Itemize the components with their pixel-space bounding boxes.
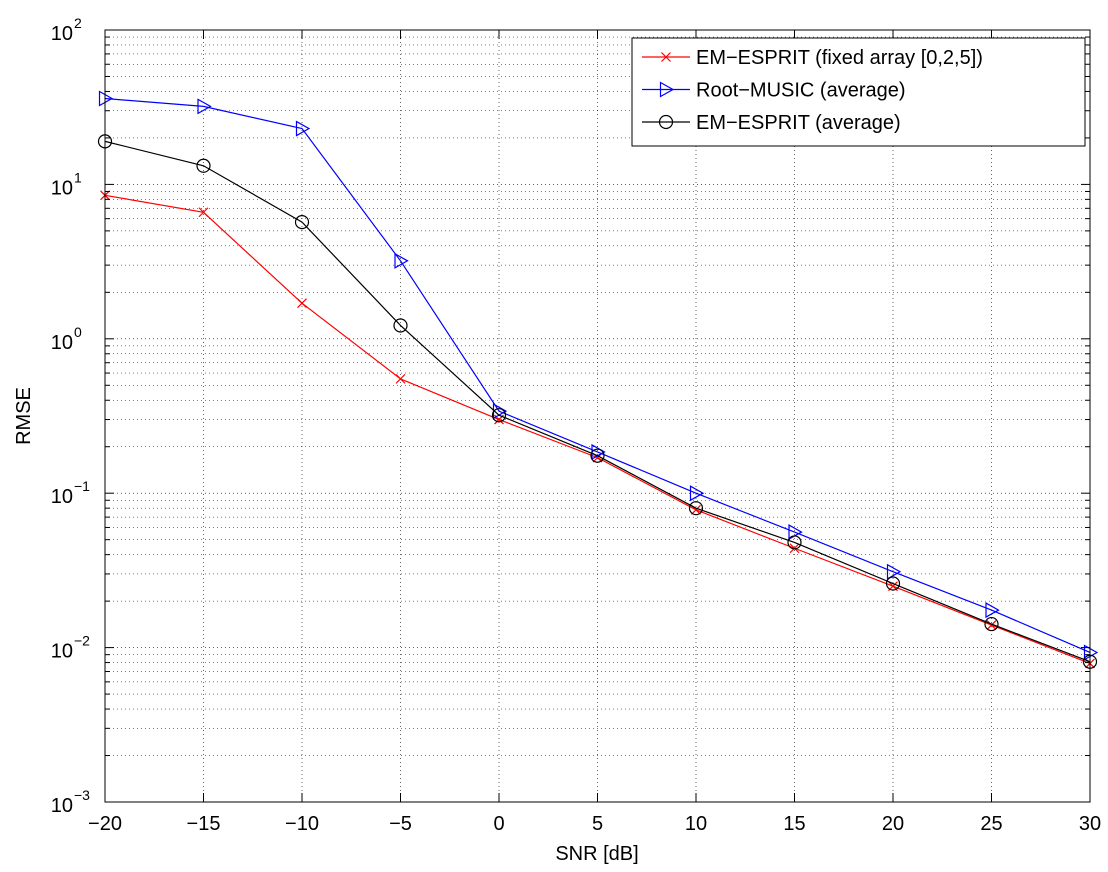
axis-ticks: [104, 30, 1091, 803]
x-marker: [395, 373, 406, 384]
x-tick-label: −10: [285, 813, 319, 835]
circle-marker: [393, 318, 408, 333]
x-marker: [986, 620, 997, 630]
x-tick-label: 30: [1079, 813, 1101, 835]
x-tick-label: 10: [685, 813, 707, 835]
legend-box: [631, 37, 1086, 147]
y-tick-label-exponent: −3: [74, 787, 90, 803]
x-tick-label: 5: [592, 813, 603, 835]
y-tick-label-exponent: 0: [74, 324, 82, 340]
y-tick-label-base: 10: [51, 795, 73, 817]
legend-label: Root−MUSIC (average): [696, 80, 906, 102]
x-tick-label: 15: [783, 813, 805, 835]
y-tick-label: 10 −1: [51, 478, 90, 508]
circle-marker: [590, 448, 605, 463]
circle-marker: [491, 408, 507, 423]
circle-marker: [196, 158, 211, 173]
circle-marker: [658, 114, 674, 130]
circle-marker: [688, 501, 704, 516]
y-tick-label: 10 −3: [51, 787, 90, 817]
circle-marker: [294, 214, 310, 230]
x-tick-label: −20: [88, 813, 122, 835]
x-marker: [297, 298, 307, 309]
circle-marker: [787, 535, 802, 550]
x-marker: [198, 207, 209, 218]
triangle-marker: [689, 485, 705, 502]
legend-item: EM−ESPRIT (fixed array [0,2,5]): [642, 47, 983, 69]
triangle-marker: [98, 90, 114, 107]
series-line: [104, 140, 1091, 663]
y-tick-label: 10 −2: [51, 633, 90, 663]
triangle-marker: [394, 252, 409, 269]
x-marker: [789, 543, 800, 554]
y-tick-label-base: 10: [51, 332, 73, 354]
y-tick-label-exponent: −2: [74, 633, 90, 649]
x-tick-label: 25: [980, 813, 1002, 835]
y-tick-label-base: 10: [51, 23, 73, 45]
y-tick-label-base: 10: [51, 486, 73, 508]
triangle-marker: [197, 98, 212, 115]
x-tick-label: 20: [882, 813, 904, 835]
triangle-marker: [659, 81, 675, 98]
y-tick-label: 10 0: [51, 324, 82, 354]
y-tick-label-base: 10: [51, 641, 73, 663]
series-line: [104, 97, 1091, 654]
x-marker: [661, 52, 671, 62]
y-tick-label: 10 1: [51, 169, 82, 199]
x-tick-label: −5: [389, 813, 412, 835]
triangle-marker: [295, 120, 311, 137]
legend: EM−ESPRIT (fixed array [0,2,5]) Root−MUSI…: [631, 37, 1086, 147]
y-tick-label-exponent: 1: [74, 169, 82, 185]
x-axis-label: SNR [dB]: [555, 843, 638, 865]
circle-marker: [885, 576, 901, 591]
x-tick-label: −15: [187, 813, 221, 835]
triangle-marker: [886, 563, 902, 580]
y-axis-label: RMSE: [13, 387, 35, 445]
legend-item: Root−MUSIC (average): [642, 80, 906, 102]
triangle-marker: [1083, 644, 1099, 661]
legend-label: EM−ESPRIT (average): [696, 112, 901, 134]
legend-items: EM−ESPRIT (fixed array [0,2,5]) Root−MUSI…: [642, 47, 983, 134]
circle-marker: [984, 616, 999, 632]
series-group: [98, 90, 1099, 661]
y-tick-label-base: 10: [51, 177, 73, 199]
legend-item: EM−ESPRIT (average): [642, 112, 901, 134]
y-tick-label-exponent: 2: [74, 15, 82, 31]
y-tick-label: 10 2: [51, 15, 82, 45]
x-tick-label: 0: [493, 813, 504, 835]
triangle-marker: [985, 602, 1000, 619]
y-tick-label-exponent: −1: [74, 478, 90, 494]
legend-label: EM−ESPRIT (fixed array [0,2,5]): [696, 47, 983, 69]
